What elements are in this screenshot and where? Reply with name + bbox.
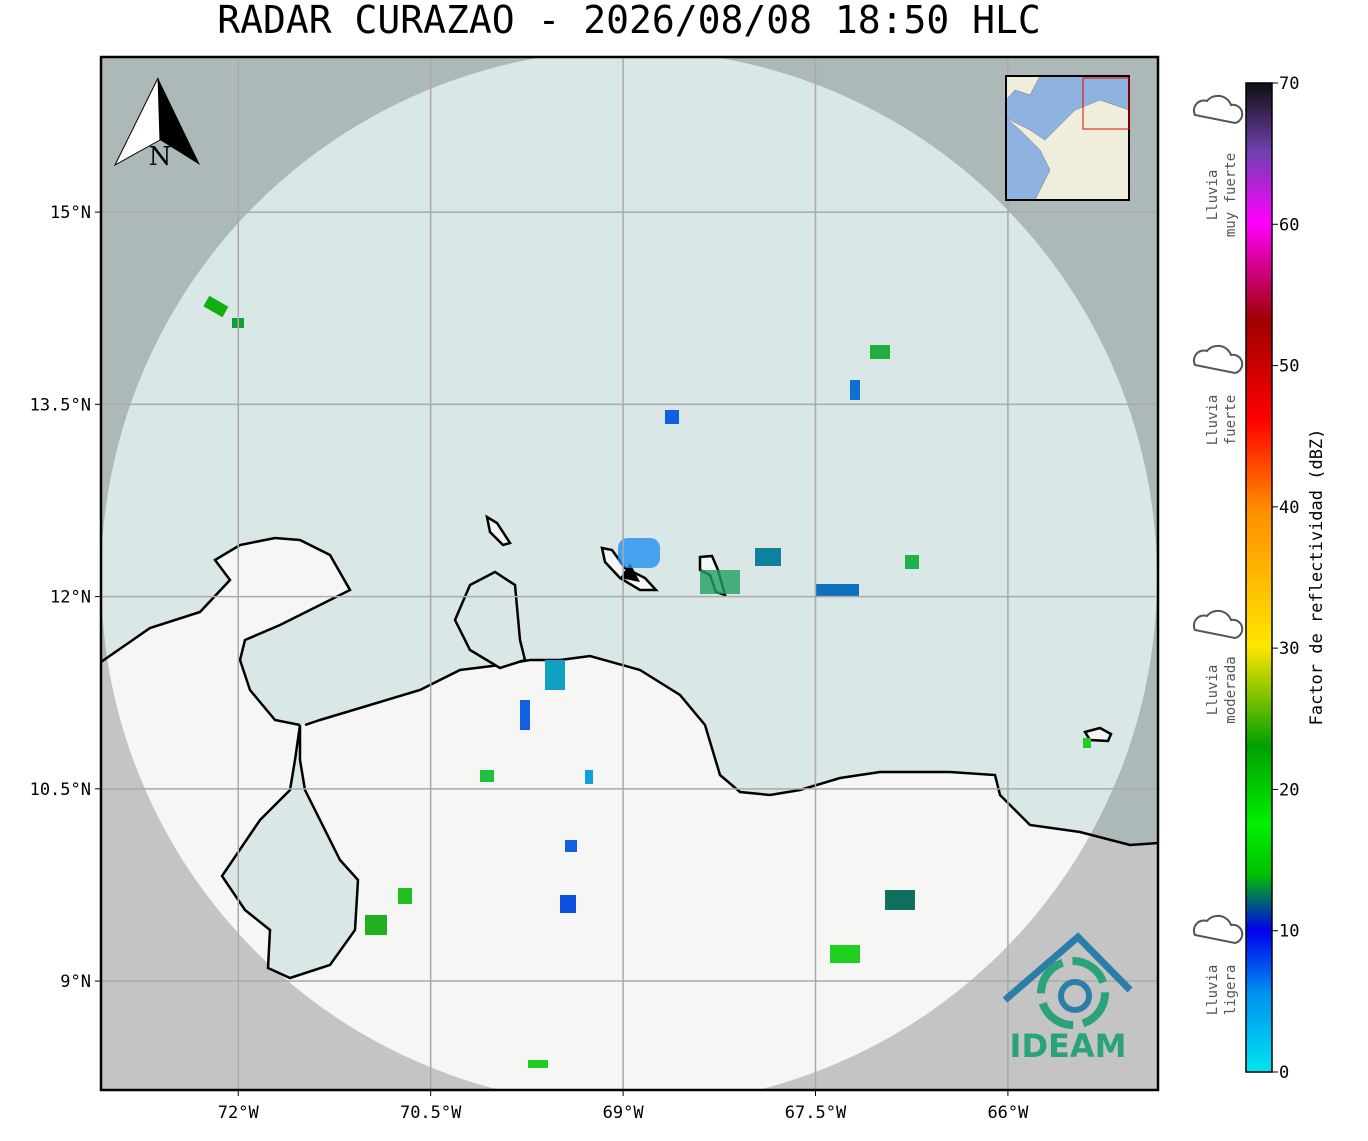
rain-label: Lluvia — [1205, 965, 1221, 1016]
rain-label: Lluvia — [1205, 665, 1221, 716]
colorbar-tick-label: 60 — [1279, 215, 1299, 235]
colorbar-tick-label: 50 — [1279, 357, 1299, 377]
ideam-logo: IDEAM — [1002, 932, 1133, 1065]
rain-label: muy fuerte — [1223, 153, 1239, 237]
colorbar-label: Factor de reflectividad (dBZ) — [1307, 429, 1327, 726]
rain-label: fuerte — [1223, 395, 1239, 446]
radar-site — [620, 563, 640, 582]
rain-label: moderada — [1223, 656, 1239, 723]
logo-text: IDEAM — [1010, 1027, 1127, 1065]
coastline — [101, 536, 1158, 847]
lake-maracaibo — [220, 724, 360, 980]
north-arrow: N — [113, 77, 200, 172]
rain-label: Lluvia — [1205, 395, 1221, 446]
rain-icon — [1192, 94, 1244, 125]
colorbar-tick-label: 40 — [1279, 498, 1299, 518]
y-tick-label: 9°N — [60, 972, 91, 992]
rain-label: ligera — [1223, 965, 1239, 1016]
x-tick-label: 66°W — [987, 1103, 1029, 1123]
inset-map — [1005, 75, 1130, 201]
north-label: N — [149, 142, 172, 172]
colorbar-tick-label: 0 — [1279, 1063, 1289, 1083]
map — [101, 57, 1158, 1090]
colorbar-tick-label: 70 — [1279, 74, 1299, 94]
curacao — [600, 546, 659, 592]
rain-label: Lluvia — [1205, 170, 1221, 221]
radar-echoes — [203, 295, 1091, 1068]
aruba — [485, 514, 512, 547]
y-tick-label: 15°N — [50, 203, 91, 223]
colorbar-tick-label: 30 — [1279, 639, 1299, 659]
y-tick-label: 12°N — [50, 588, 91, 608]
rain-icon — [1192, 609, 1244, 640]
y-tick-label: 13.5°N — [30, 395, 91, 415]
colorbar-tick-label: 10 — [1279, 922, 1299, 942]
x-tick-label: 72°W — [218, 1103, 260, 1123]
colorbar-tick-label: 20 — [1279, 780, 1299, 800]
rain-icon — [1192, 914, 1244, 945]
title: RADAR CURAZAO - 2026/08/08 18:50 HLC — [217, 0, 1041, 42]
x-tick-label: 69°W — [603, 1103, 645, 1123]
land-inside — [101, 538, 1157, 1090]
y-tick-label: 10.5°N — [30, 780, 91, 800]
map-frame — [99, 55, 1160, 1092]
x-tick-label: 67.5°W — [785, 1103, 847, 1123]
x-tick-label: 70.5°W — [400, 1103, 462, 1123]
rain-icon — [1192, 344, 1244, 375]
colorbar — [1245, 82, 1273, 1073]
